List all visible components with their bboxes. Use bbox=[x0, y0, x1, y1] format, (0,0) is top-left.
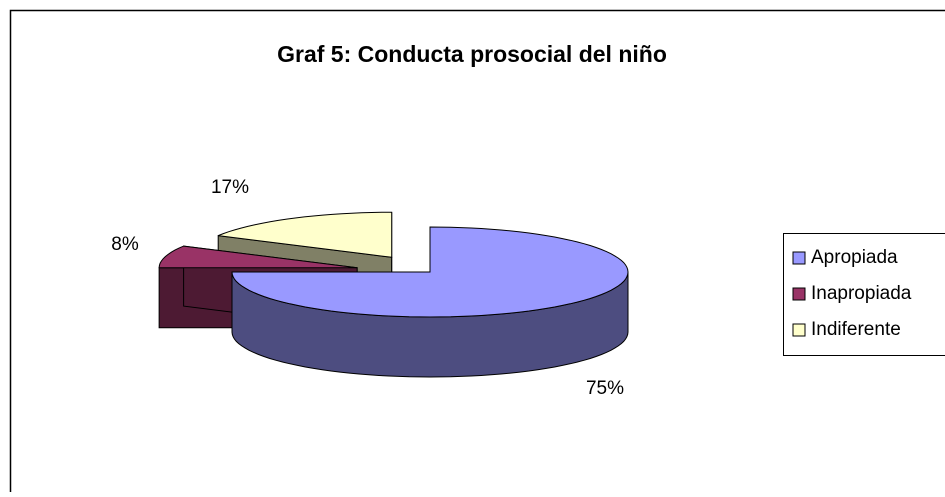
data-label: 75% bbox=[586, 378, 624, 399]
chart-title: Graf 5: Conducta prosocial del niño bbox=[277, 41, 667, 67]
legend-swatch bbox=[793, 324, 805, 336]
legend-label: Indiferente bbox=[811, 319, 901, 340]
legend-swatch bbox=[793, 252, 805, 264]
data-label: 8% bbox=[111, 234, 139, 255]
legend-label: Inapropiada bbox=[811, 283, 912, 304]
legend-label: Apropiada bbox=[811, 247, 898, 268]
legend-swatch bbox=[793, 288, 805, 300]
data-label: 17% bbox=[211, 177, 249, 198]
